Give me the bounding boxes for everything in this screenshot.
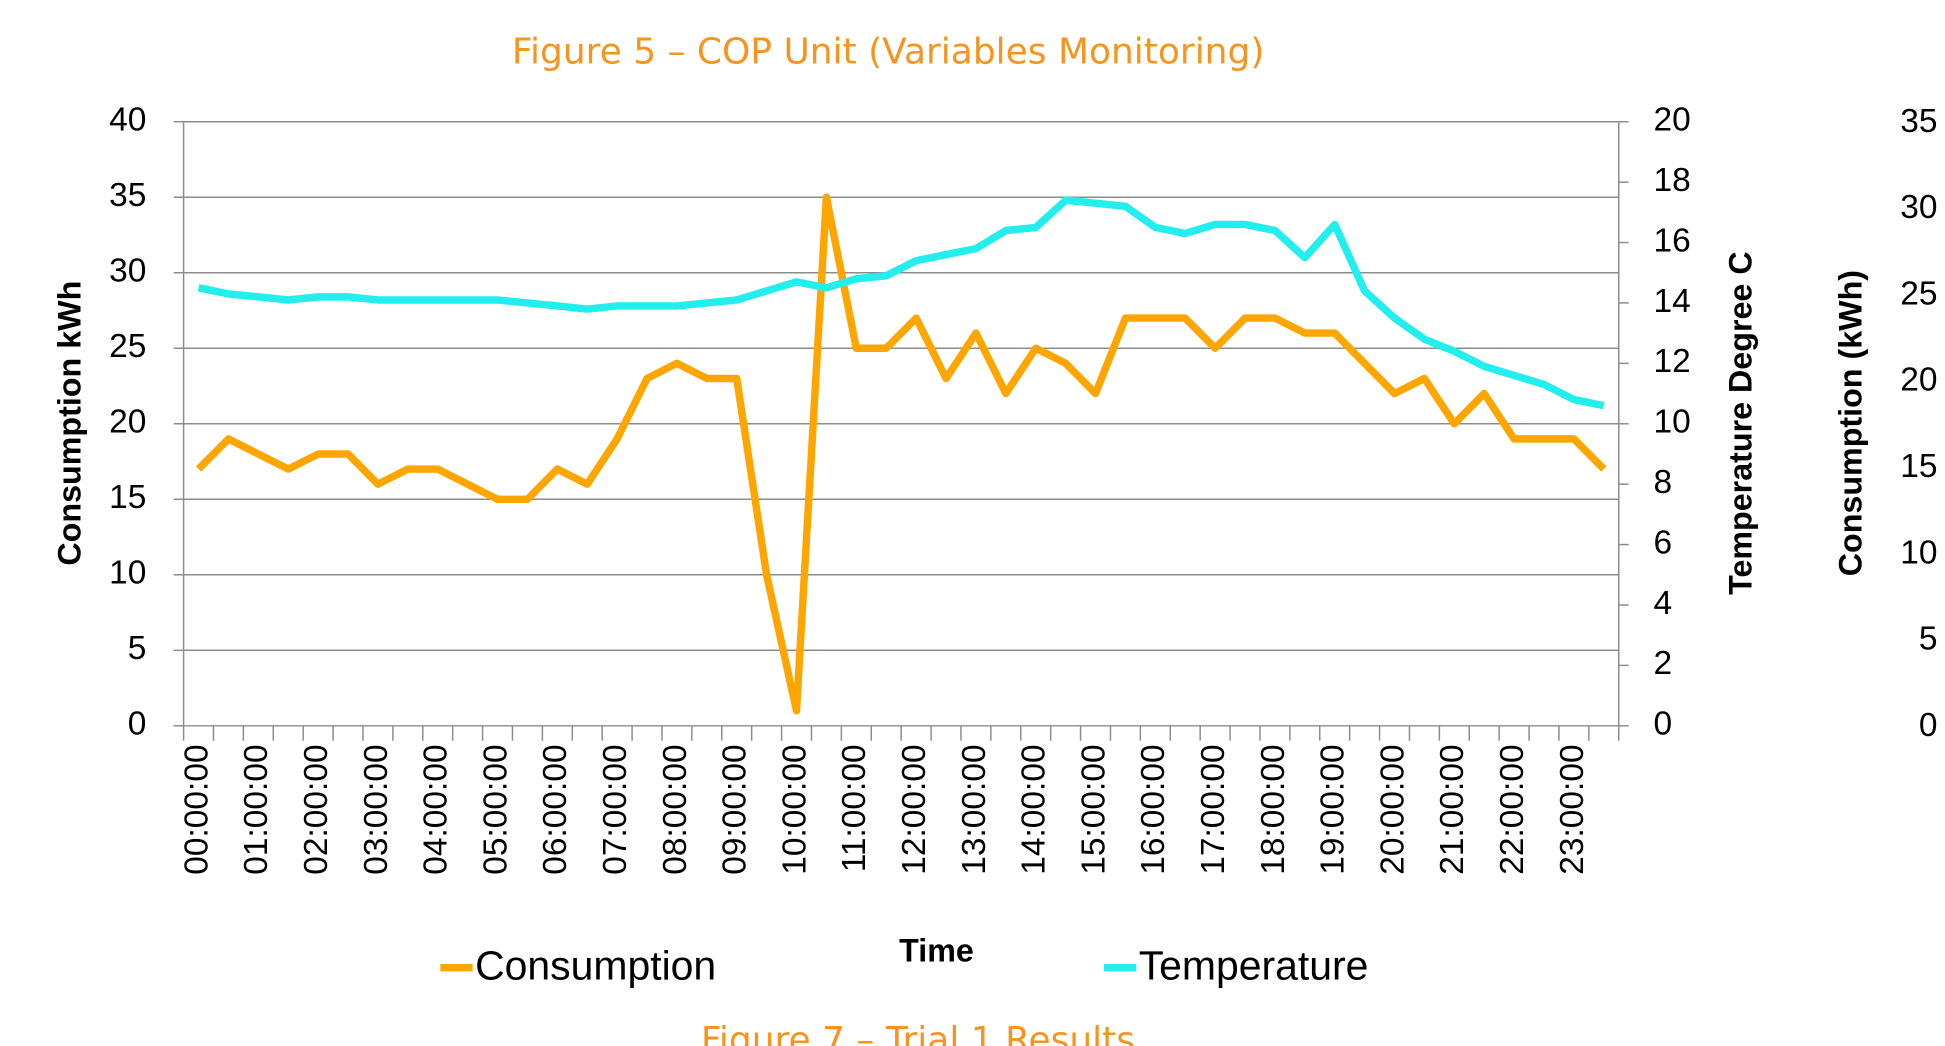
legend-label: Consumption bbox=[475, 943, 716, 989]
y2-tick-label: 6 bbox=[1653, 524, 1672, 561]
y2-axis-title: Temperature Degree C bbox=[1722, 251, 1758, 595]
x-tick-label: 23:00:00 bbox=[1554, 744, 1591, 874]
y-axis-title: Consumption (kWh) bbox=[1833, 270, 1869, 576]
x-tick-label: 18:00:00 bbox=[1255, 744, 1292, 874]
y-tick-label: 10 bbox=[1900, 534, 1937, 571]
y-tick-label: 20 bbox=[109, 404, 146, 441]
x-tick-label: 15:00:00 bbox=[1075, 744, 1112, 874]
y-tick-label: 35 bbox=[109, 177, 146, 214]
x-tick-label: 16:00:00 bbox=[1135, 744, 1172, 874]
x-tick-label: 12:00:00 bbox=[896, 744, 933, 874]
y-tick-label: 25 bbox=[109, 328, 146, 365]
y-tick-label: 15 bbox=[1900, 448, 1937, 485]
x-tick-label: 13:00:00 bbox=[956, 744, 993, 874]
y-tick-label: 10 bbox=[109, 555, 146, 592]
x-tick-label: 17:00:00 bbox=[1195, 744, 1232, 874]
x-tick-label: 00:00:00 bbox=[178, 744, 215, 874]
x-tick-label: 05:00:00 bbox=[477, 744, 514, 874]
figure-caption: Figure 7 – Trial 1 Results bbox=[701, 1020, 1135, 1046]
x-tick-label: 08:00:00 bbox=[657, 744, 694, 874]
y-axis-title: Consumption kWh bbox=[51, 281, 87, 566]
data-line bbox=[195, 193, 1607, 715]
x-tick-label: 03:00:00 bbox=[358, 744, 395, 874]
x-tick-label: 09:00:00 bbox=[717, 744, 754, 874]
x-tick-label: 06:00:00 bbox=[537, 744, 574, 874]
y2-tick-label: 8 bbox=[1653, 464, 1672, 501]
y2-tick-label: 12 bbox=[1653, 343, 1690, 380]
y2-tick-label: 10 bbox=[1653, 404, 1690, 441]
x-tick-label: 19:00:00 bbox=[1315, 744, 1352, 874]
y2-tick-label: 16 bbox=[1653, 222, 1690, 259]
y-tick-label: 15 bbox=[109, 479, 146, 516]
x-tick-label: 20:00:00 bbox=[1374, 744, 1411, 874]
legend-label: Temperature bbox=[1139, 943, 1369, 989]
y-tick-label: 40 bbox=[109, 102, 146, 139]
y2-tick-label: 14 bbox=[1653, 283, 1690, 320]
x-tick-label: 02:00:00 bbox=[298, 744, 335, 874]
y-tick-label: 0 bbox=[1919, 707, 1938, 744]
data-line bbox=[197, 196, 1605, 410]
x-tick-label: 14:00:00 bbox=[1016, 744, 1053, 874]
y2-tick-label: 18 bbox=[1653, 162, 1690, 199]
y-tick-label: 20 bbox=[1900, 362, 1937, 399]
x-tick-label: 04:00:00 bbox=[418, 744, 455, 874]
x-tick-label: 22:00:00 bbox=[1494, 744, 1531, 874]
y2-tick-label: 2 bbox=[1653, 645, 1672, 682]
y-tick-label: 0 bbox=[128, 706, 147, 743]
y-tick-label: 5 bbox=[128, 630, 147, 667]
x-tick-label: 10:00:00 bbox=[776, 744, 813, 874]
x-tick-label: 01:00:00 bbox=[238, 744, 275, 874]
x-tick-label: 21:00:00 bbox=[1434, 744, 1471, 874]
y-tick-label: 30 bbox=[109, 253, 146, 290]
y2-tick-label: 0 bbox=[1653, 706, 1672, 743]
x-tick-label: 11:00:00 bbox=[836, 744, 873, 872]
x-tick-label: 07:00:00 bbox=[597, 744, 634, 874]
y-tick-label: 5 bbox=[1919, 621, 1938, 658]
figure-caption: Figure 5 – COP Unit (Variables Monitorin… bbox=[512, 31, 1264, 72]
y2-tick-label: 20 bbox=[1653, 102, 1690, 139]
y-tick-label: 35 bbox=[1900, 103, 1937, 140]
y2-tick-label: 4 bbox=[1653, 585, 1672, 622]
y-tick-label: 25 bbox=[1900, 275, 1937, 312]
y-tick-label: 30 bbox=[1900, 189, 1937, 226]
x-axis-title: Time bbox=[899, 932, 974, 968]
